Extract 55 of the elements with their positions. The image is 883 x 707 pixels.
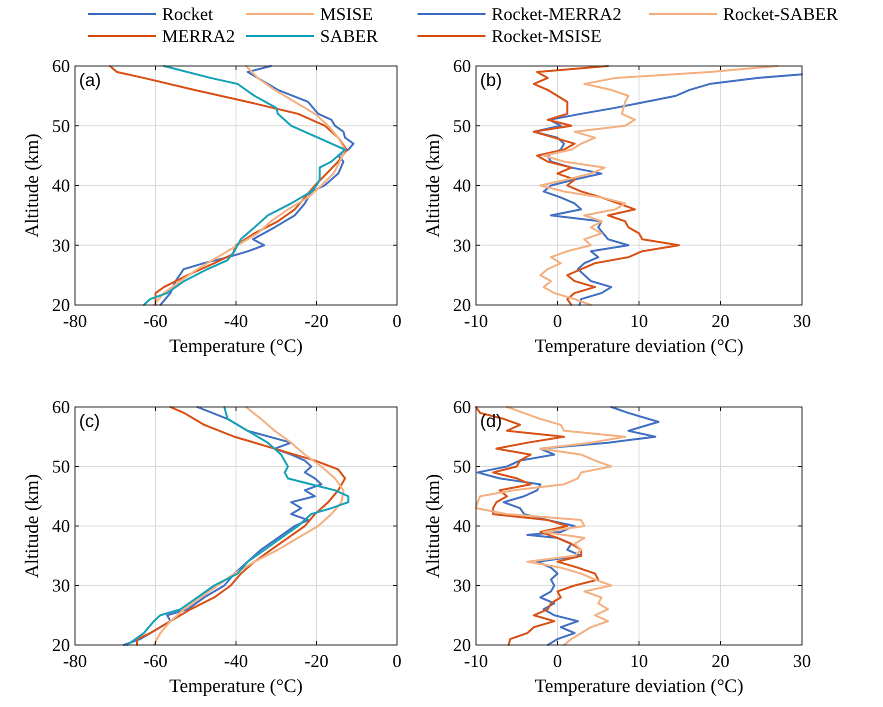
legend-label: Rocket-MERRA2 — [492, 4, 622, 24]
x-tick-label: 0 — [553, 651, 562, 671]
annotation: (d) — [480, 411, 502, 431]
line-series — [475, 406, 626, 646]
y-tick-label: 50 — [453, 116, 471, 136]
y-tick-label: 30 — [52, 235, 70, 256]
annotation: (b) — [480, 70, 502, 90]
x-tick-label: 20 — [712, 651, 730, 671]
y-tick-label: 40 — [453, 176, 471, 196]
x-tick-label: -60 — [144, 311, 168, 331]
legend-label: MSISE — [320, 4, 374, 24]
x-tick-label: 0 — [553, 311, 562, 331]
x-tick-label: -40 — [224, 651, 248, 671]
x-tick-label: 30 — [793, 311, 811, 331]
y-tick-label: 30 — [453, 235, 471, 256]
legend-label: Rocket — [162, 4, 213, 24]
y-tick-label: 40 — [52, 176, 70, 196]
x-tick-label: 10 — [630, 651, 648, 671]
x-tick-label: 0 — [392, 651, 402, 671]
x-axis-title: Temperature (°C) — [169, 676, 303, 697]
y-tick-label: 40 — [52, 516, 70, 536]
annotation: (c) — [79, 411, 100, 431]
x-axis-title: Temperature deviation (°C) — [534, 336, 744, 357]
y-tick-label: 40 — [453, 516, 471, 536]
legend-label: SABER — [320, 26, 378, 46]
y-tick-label: 50 — [52, 116, 70, 136]
y-tick-label: 60 — [453, 397, 471, 417]
line-series — [532, 65, 680, 306]
x-tick-label: 10 — [630, 311, 648, 331]
y-tick-label: 60 — [453, 56, 471, 76]
y-tick-label: 30 — [52, 576, 70, 596]
annotation: (a) — [79, 70, 101, 90]
y-axis-title: Altitude (km) — [22, 134, 43, 238]
y-axis-title: Altitude (km) — [22, 474, 43, 578]
x-tick-label: -60 — [144, 651, 168, 671]
y-tick-label: 30 — [453, 576, 471, 596]
x-tick-label: -20 — [304, 651, 328, 671]
y-tick-label: 60 — [52, 56, 70, 76]
x-tick-label: -20 — [304, 311, 328, 331]
legend-label: MERRA2 — [162, 26, 236, 46]
legend-label: Rocket-MSISE — [492, 26, 602, 46]
x-tick-label: -40 — [224, 311, 248, 331]
x-axis-title: Temperature deviation (°C) — [534, 676, 744, 697]
x-tick-label: 0 — [392, 311, 402, 331]
line-series — [475, 406, 600, 646]
y-tick-label: 50 — [453, 456, 471, 476]
y-axis-title: Altitude (km) — [423, 474, 444, 578]
x-axis-title: Temperature (°C) — [169, 336, 303, 357]
x-tick-label: 30 — [793, 651, 811, 671]
x-tick-label: 20 — [712, 311, 730, 331]
line-series — [476, 406, 660, 646]
y-axis-title: Altitude (km) — [423, 134, 444, 238]
y-tick-label: 60 — [52, 397, 70, 417]
y-tick-label: 50 — [52, 456, 70, 476]
legend-label: Rocket-SABER — [723, 4, 838, 24]
